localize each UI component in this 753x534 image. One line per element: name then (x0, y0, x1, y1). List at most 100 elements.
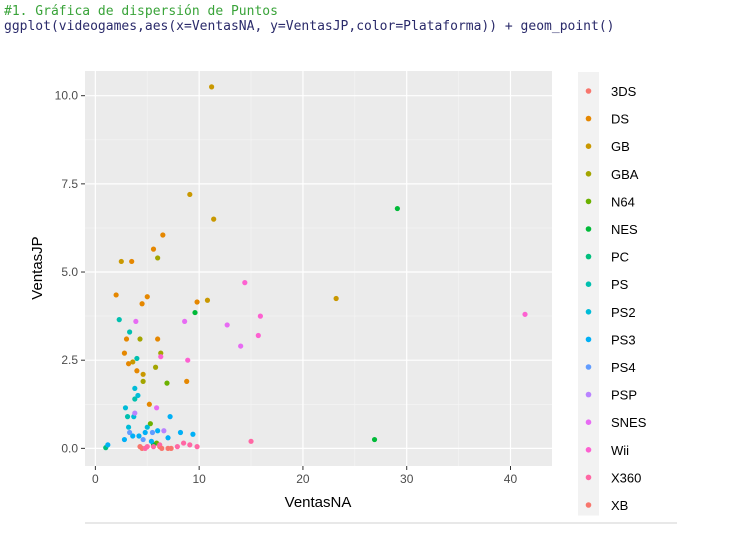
y-tick-label: 10.0 (55, 89, 79, 103)
data-point (139, 301, 145, 307)
data-point (155, 255, 161, 261)
x-axis-title: VentasNA (285, 494, 352, 511)
legend-key (585, 336, 592, 343)
data-point (140, 371, 146, 377)
data-point (132, 396, 138, 402)
grid-minor (85, 71, 552, 466)
data-point (152, 364, 159, 370)
y-tick-label: 2.5 (61, 353, 78, 367)
data-point (144, 444, 150, 450)
data-point (174, 444, 180, 450)
data-point (180, 440, 187, 446)
data-point (248, 438, 254, 444)
data-point (118, 258, 124, 265)
y-tick-label: 7.5 (61, 177, 78, 191)
data-point (371, 436, 378, 443)
legend-key-background (578, 72, 599, 516)
data-point (142, 429, 148, 436)
legend-label: X360 (611, 470, 641, 485)
legend-label: GB (611, 139, 630, 154)
legend-key (585, 253, 592, 260)
data-point (238, 343, 244, 349)
data-point (137, 444, 143, 450)
data-point (146, 401, 152, 407)
legend-key (585, 88, 592, 94)
data-point (184, 378, 190, 384)
data-point (129, 258, 135, 265)
data-points (103, 84, 528, 451)
data-point (140, 436, 146, 443)
legend-label: 3DS (611, 84, 637, 99)
legend-key (585, 143, 592, 149)
x-tick-label: 40 (504, 472, 518, 486)
legend-label: XB (611, 498, 628, 513)
legend-label: Wii (611, 443, 629, 458)
data-point (187, 442, 193, 448)
legend-key (585, 281, 592, 288)
legend: 3DS DS GB GBA N64 NES PC PS PS2 PS3 PS4 PSP SNES Wii X… (578, 72, 647, 516)
legend-label: SNES (611, 415, 647, 430)
x-tick-labels: 0 10 20 30 40 (92, 472, 517, 486)
legend-label: PSP (611, 388, 637, 403)
data-point (130, 359, 136, 365)
legend-label: PS3 (611, 332, 636, 347)
legend-key (585, 502, 592, 508)
data-point (394, 205, 400, 212)
data-point (522, 311, 528, 317)
data-point (190, 431, 196, 437)
data-point (133, 318, 139, 325)
data-point (148, 438, 155, 444)
legend-key (585, 226, 592, 232)
legend-label: N64 (611, 194, 635, 209)
legend-label: NES (611, 222, 638, 237)
y-axis-title: VentasJP (29, 236, 46, 299)
data-point (127, 329, 133, 335)
y-tick-label: 5.0 (61, 265, 78, 279)
data-point (144, 294, 150, 300)
legend-label: PC (611, 250, 629, 265)
data-point (127, 429, 133, 436)
code-comment: #1. Gráfica de dispersión de Puntos (4, 4, 278, 19)
x-tick-label: 0 (92, 472, 99, 486)
data-point (144, 424, 150, 430)
data-point (154, 405, 160, 411)
legend-key (585, 171, 592, 177)
legend-key (585, 447, 592, 453)
axis-ticks (81, 95, 511, 470)
data-point (155, 336, 161, 342)
data-point (149, 429, 156, 436)
data-point (125, 361, 132, 367)
legend-key (585, 391, 592, 398)
grid-major (85, 71, 552, 466)
data-point (121, 436, 128, 443)
plot-panel (85, 71, 552, 466)
data-point (211, 216, 217, 222)
data-point (177, 429, 184, 436)
data-point (155, 428, 161, 434)
data-point (121, 350, 128, 356)
data-point (159, 445, 165, 451)
legend-label: GBA (611, 167, 639, 182)
data-point (137, 336, 143, 342)
legend-label: PS2 (611, 305, 636, 320)
legend-key (585, 198, 592, 205)
data-point (160, 232, 166, 238)
data-point (140, 378, 146, 384)
data-point (130, 433, 136, 439)
data-point (134, 355, 140, 362)
data-point (116, 317, 122, 323)
legend-key (585, 364, 592, 370)
data-point (164, 380, 170, 386)
data-point (124, 414, 131, 420)
data-point (192, 309, 198, 316)
data-point (122, 405, 129, 411)
data-point (182, 318, 188, 325)
x-tick-label: 10 (192, 472, 206, 486)
data-point (167, 414, 173, 420)
data-point (113, 292, 119, 298)
legend-label: DS (611, 112, 629, 127)
data-point (150, 246, 157, 252)
data-point (255, 332, 261, 339)
data-point (161, 428, 167, 434)
data-point (105, 442, 111, 448)
